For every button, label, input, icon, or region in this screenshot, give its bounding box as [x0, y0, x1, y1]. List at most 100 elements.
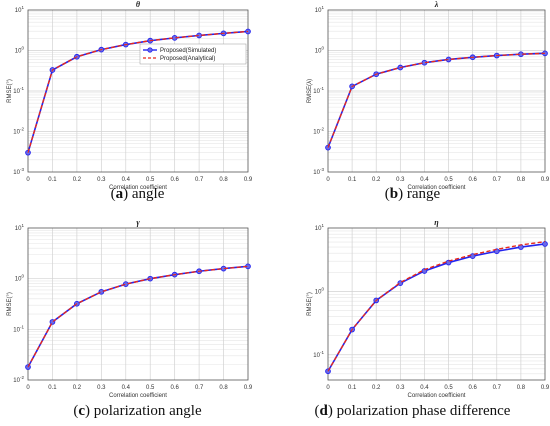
y-tick-label: 100 — [315, 46, 325, 55]
x-tick-label: 0.4 — [122, 385, 131, 391]
chart-title: λ — [434, 0, 439, 9]
y-tick-label: 100 — [315, 286, 325, 295]
caption-d-letter: d — [319, 403, 328, 419]
caption-d-text: polarization phase difference — [336, 403, 511, 419]
y-axis-label: RMSE(°) — [7, 79, 13, 103]
y-tick-label: 10-1 — [13, 86, 24, 95]
chart-title: γ — [136, 218, 140, 227]
x-tick-label: 0.5 — [146, 385, 155, 391]
caption-c-letter: c — [78, 403, 86, 419]
x-tick-label: 0.6 — [468, 177, 477, 183]
x-tick-label: 0.7 — [195, 177, 204, 183]
axes-frame — [327, 227, 546, 381]
x-axis-label: Correlation coefficient — [109, 185, 167, 191]
y-tick-label: 10-2 — [313, 127, 324, 136]
x-tick-label: 0.8 — [517, 177, 526, 183]
y-tick-label: 100 — [15, 46, 25, 55]
series-line-analytical-overlay — [27, 265, 249, 368]
x-tick-label: 0.8 — [219, 177, 228, 183]
x-tick-label: 0.1 — [48, 177, 57, 183]
x-tick-label: 0.1 — [48, 385, 57, 391]
y-tick-label: 10-3 — [313, 167, 324, 176]
plot-area — [28, 228, 248, 380]
chart-title: η — [434, 218, 439, 227]
series-line-analytical-overlay — [27, 30, 249, 153]
x-tick-label: 0.8 — [219, 385, 228, 391]
chart-panel-b: 10-3 10-2 10-1 100 101 0 0.1 0.2 0.3 0.4 0.5 0.6 0.7… — [307, 0, 550, 191]
y-tick-label: 101 — [15, 5, 25, 14]
x-tick-label: 0 — [26, 177, 30, 183]
chart-title: θ — [136, 0, 141, 9]
x-tick-label: 0.6 — [170, 177, 179, 183]
x-tick-label: 0.7 — [493, 385, 502, 391]
x-tick-label: 0.9 — [541, 385, 550, 391]
plot-area — [328, 228, 545, 380]
x-tick-label: 0.1 — [348, 385, 357, 391]
x-tick-label: 0.5 — [444, 385, 453, 391]
x-tick-label: 0.9 — [244, 177, 253, 183]
caption-b: (b) range — [384, 186, 441, 202]
data-point — [98, 288, 105, 295]
x-tick-label: 0.3 — [396, 177, 405, 183]
y-tick-label: 10-1 — [313, 350, 324, 359]
y-tick-label: 100 — [15, 274, 25, 283]
y-axis-label: RMSE(°) — [307, 292, 313, 316]
x-tick-label: 0.3 — [97, 177, 106, 183]
chart-panel-c: 10-2 10-1 100 101 0 0.1 0.2 0.3 0.4 0.5 0.6 0.7 0.8 0… — [7, 218, 253, 399]
legend-box — [139, 43, 247, 65]
x-tick-label: 0.4 — [420, 177, 429, 183]
x-tick-label: 0.4 — [420, 385, 429, 391]
x-tick-label: 0.7 — [493, 177, 502, 183]
caption-b-text: range — [406, 186, 441, 202]
y-axis-label: RMSE(°) — [7, 292, 13, 316]
x-tick-label: 0.2 — [73, 385, 82, 391]
series-line-analytical-overlay — [327, 241, 546, 372]
x-tick-label: 0.6 — [170, 385, 179, 391]
x-axis-label: Correlation coefficient — [109, 393, 167, 399]
legend-label: Proposed(Analytical) — [160, 56, 215, 62]
x-tick-label: 0.2 — [372, 385, 381, 391]
x-tick-label: 0.3 — [396, 385, 405, 391]
x-axis-label: Correlation coefficient — [408, 185, 466, 191]
y-tick-label: 10-3 — [13, 167, 24, 176]
x-tick-label: 0.6 — [468, 385, 477, 391]
x-axis-label: Correlation coefficient — [408, 393, 466, 399]
y-tick-label: 101 — [15, 223, 25, 232]
data-point — [325, 368, 331, 375]
chart-panel-d: 10-1 100 101 0 0.1 0.2 0.3 0.4 0.5 0.6 0.7 0.8 0.9 η C… — [307, 218, 550, 399]
y-tick-label: 10-2 — [13, 375, 24, 384]
axes-frame — [27, 227, 249, 381]
x-tick-label: 0.5 — [444, 177, 453, 183]
x-tick-label: 0.1 — [348, 177, 357, 183]
y-tick-label: 101 — [315, 5, 325, 14]
x-tick-label: 0.9 — [244, 385, 253, 391]
axes-frame — [327, 9, 546, 173]
x-tick-label: 0.2 — [73, 177, 82, 183]
x-tick-label: 0.2 — [372, 177, 381, 183]
series-line-analytical-overlay — [327, 52, 546, 148]
y-tick-label: 10-2 — [13, 127, 24, 136]
legend-marker — [147, 47, 153, 53]
axes-frame — [27, 9, 249, 173]
x-tick-label: 0.3 — [97, 385, 106, 391]
x-tick-label: 0 — [326, 177, 330, 183]
x-tick-label: 0.9 — [541, 177, 550, 183]
caption-d: (d) polarization phase difference — [314, 403, 511, 419]
legend-label: Proposed(Simulated) — [160, 48, 216, 54]
y-tick-label: 101 — [315, 223, 325, 232]
caption-a: (a) angle — [110, 186, 165, 202]
caption-a-letter: a — [115, 186, 124, 202]
x-tick-label: 0 — [326, 385, 330, 391]
caption-b-letter: b — [389, 186, 399, 202]
legend: Proposed(Simulated) Proposed(Analytical) — [139, 43, 247, 65]
x-tick-label: 0.8 — [517, 385, 526, 391]
chart-panel-a: 10-3 10-2 10-1 100 101 0 0.1 0.2 0.3 0.4 0.5 0.6 0.7… — [7, 0, 253, 191]
caption-a-text: angle — [131, 186, 165, 202]
data-point — [469, 253, 476, 259]
caption-c-text: polarization angle — [93, 403, 202, 419]
y-tick-label: 10-1 — [313, 86, 324, 95]
data-point — [542, 241, 548, 247]
y-axis-label: RMSE(λ) — [307, 79, 313, 103]
x-tick-label: 0 — [26, 385, 30, 391]
